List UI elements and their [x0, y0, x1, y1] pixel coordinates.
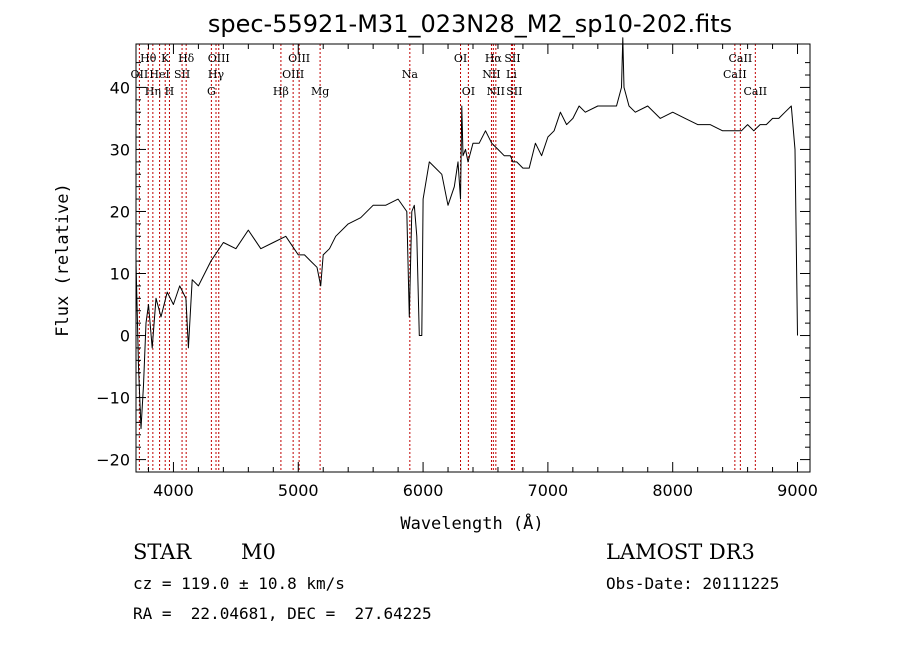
y-tick-label: −20 — [96, 451, 130, 470]
axis-ticks: 4000 5000 6000 7000 8000 9000 −20 −10 0 10 20 30 40 — [96, 44, 818, 500]
marker-label: K — [161, 52, 170, 65]
y-tick-label: 30 — [110, 140, 130, 159]
marker-label: CaII — [729, 52, 753, 65]
marker-label: SII — [506, 85, 522, 98]
survey-name: LAMOST DR3 — [606, 540, 755, 564]
series-layer — [135, 37, 798, 430]
coordinates: RA = 22.04681, DEC = 27.64225 — [133, 604, 432, 623]
x-tick-label: 4000 — [153, 481, 194, 500]
marker-label: Hγ — [208, 68, 225, 81]
y-tick-label: 0 — [120, 327, 130, 346]
marker-label: Hα — [485, 52, 503, 65]
marker-label: OII — [131, 68, 149, 81]
x-axis-label: Wavelength (Å) — [400, 512, 543, 534]
chart-title: spec-55921-M31_023N28_M2_sp10-202.fits — [208, 10, 732, 38]
marker-label: Hβ — [273, 85, 289, 98]
spectrum-line — [135, 37, 798, 430]
marker-label: Hδ — [178, 52, 195, 65]
marker-label: G — [207, 85, 216, 98]
marker-label: OI — [462, 85, 475, 98]
marker-label: CaII — [723, 68, 747, 81]
marker-label: SII — [174, 68, 190, 81]
axes-frame — [135, 43, 811, 473]
redshift-velocity: cz = 119.0 ± 10.8 km/s — [133, 574, 345, 593]
marker-label: OIII — [282, 68, 304, 81]
x-tick-label: 6000 — [403, 481, 444, 500]
marker-labels: Hθ OII Hη HeI K H SII Hδ G Hγ OIII Hβ OIII OIII Mg Na OI… — [131, 52, 768, 98]
marker-label: Mg — [311, 85, 329, 98]
marker-label: CaII — [743, 85, 767, 98]
marker-label: NII — [482, 68, 500, 81]
x-tick-label: 8000 — [652, 481, 693, 500]
y-tick-label: 10 — [110, 265, 130, 284]
observation-date: Obs-Date: 20111225 — [606, 574, 780, 593]
marker-label: OIII — [288, 52, 310, 65]
marker-label: NII — [487, 85, 505, 98]
marker-label: OI — [454, 52, 467, 65]
marker-label: Na — [402, 68, 419, 81]
marker-label: Hη — [145, 85, 161, 98]
marker-label: H — [165, 85, 175, 98]
y-tick-label: 20 — [110, 202, 130, 221]
object-class: STAR — [133, 540, 192, 564]
marker-label: SII — [504, 52, 520, 65]
marker-label: Li — [506, 68, 517, 81]
y-tick-label: 40 — [110, 78, 130, 97]
marker-label: HeI — [149, 68, 169, 81]
y-tick-label: −10 — [96, 389, 130, 408]
object-subclass: M0 — [241, 540, 276, 564]
x-tick-label: 5000 — [278, 481, 319, 500]
line-markers — [138, 44, 756, 472]
y-axis-label: Flux (relative) — [53, 183, 73, 337]
x-tick-label: 7000 — [528, 481, 569, 500]
marker-label: Hθ — [140, 52, 157, 65]
marker-label: OIII — [208, 52, 230, 65]
x-tick-label: 9000 — [777, 481, 818, 500]
